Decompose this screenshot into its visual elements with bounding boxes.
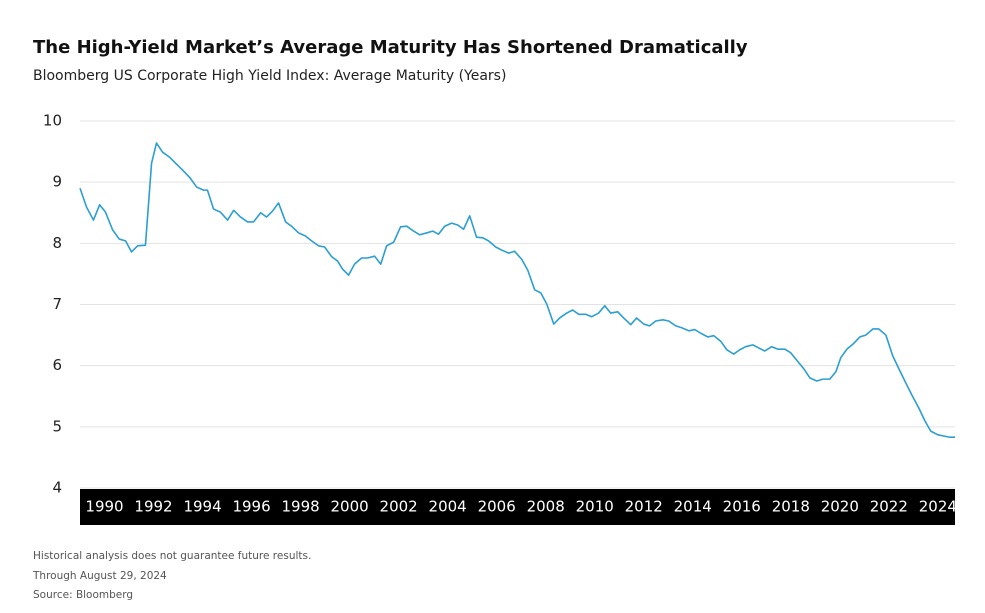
x-tick-label: 2022: [870, 498, 908, 516]
x-tick-label: 2012: [625, 498, 663, 516]
x-tick-label: 2008: [527, 498, 565, 516]
note: Through August 29, 2024: [32, 570, 167, 582]
y-tick-label: 5: [52, 417, 62, 435]
x-tick-label: 2006: [478, 498, 516, 516]
x-tick-label: 2016: [723, 498, 761, 516]
chart-subtitle: Bloomberg US Corporate High Yield Index:…: [33, 68, 506, 84]
x-tick-label: 2002: [380, 498, 418, 516]
x-tick-label: 2018: [772, 498, 810, 516]
x-tick-label: 2024: [919, 498, 957, 516]
x-tick-label: 1990: [85, 498, 123, 516]
x-tick-label: 2010: [576, 498, 614, 516]
chart-title: The High-Yield Market’s Average Maturity…: [33, 37, 748, 58]
x-tick-label: 2004: [429, 498, 467, 516]
y-tick-label: 7: [52, 295, 62, 313]
x-tick-label: 2020: [821, 498, 859, 516]
x-tick-label: 1998: [281, 498, 319, 516]
x-tick-label: 2000: [331, 498, 369, 516]
note: Historical analysis does not guarantee f…: [33, 550, 311, 562]
y-tick-label: 8: [52, 234, 62, 252]
x-tick-label: 2014: [674, 498, 712, 516]
note: Source: Bloomberg: [33, 589, 133, 601]
y-tick-label: 10: [43, 112, 62, 130]
y-tick-label: 6: [52, 356, 62, 374]
data-line: [79, 142, 955, 439]
y-tick-label: 4: [52, 479, 62, 497]
x-tick-label: 1996: [232, 498, 270, 516]
x-tick-label: 1994: [183, 498, 221, 516]
x-axis-band: [80, 489, 955, 525]
x-tick-label: 1992: [134, 498, 172, 516]
y-tick-label: 9: [52, 173, 62, 191]
